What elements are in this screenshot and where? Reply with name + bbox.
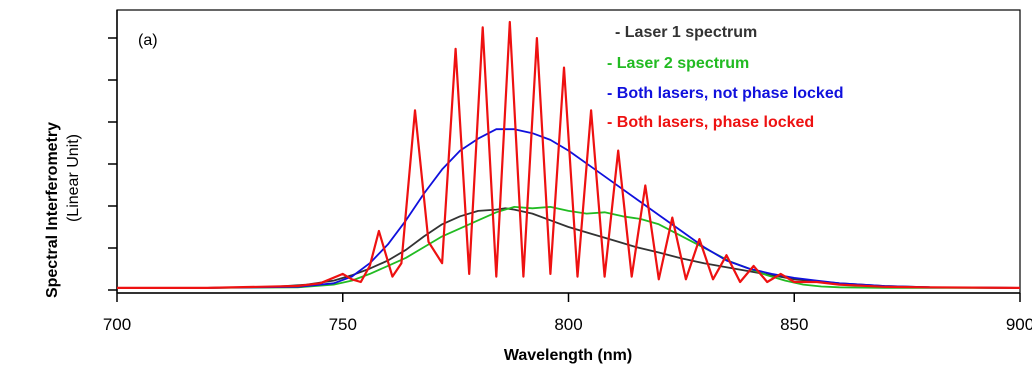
- series-line-2: [117, 206, 1020, 289]
- panel-label: (a): [138, 32, 158, 49]
- x-tick-label-800: 800: [554, 315, 582, 334]
- x-tick-label-700: 700: [103, 315, 131, 334]
- legend-entry-laser-2: - Laser 2 spectrum: [607, 55, 749, 72]
- y-ticks: [108, 37, 117, 291]
- legend-entry-phase-locked: - Both lasers, phase locked: [607, 114, 814, 131]
- x-axis-title: Wavelength (nm): [504, 347, 632, 364]
- x-tick-label-900: 900: [1006, 315, 1032, 334]
- x-ticks: 700 750 800 850 900: [103, 293, 1032, 334]
- series-layer: [117, 20, 1021, 289]
- legend-entry-not-phase-locked: - Both lasers, not phase locked: [607, 85, 844, 102]
- series-line-4: [117, 20, 1021, 289]
- y-axis-title: Spectral Interferometry: [44, 122, 61, 298]
- x-tick-label-850: 850: [780, 315, 808, 334]
- series-line-1: [117, 207, 1021, 289]
- legend: - Laser 1 spectrum - Laser 2 spectrum - …: [607, 24, 844, 131]
- y-axis-unit: (Linear Unit): [65, 134, 82, 222]
- x-tick-label-750: 750: [329, 315, 357, 334]
- legend-entry-laser-1: - Laser 1 spectrum: [615, 24, 757, 41]
